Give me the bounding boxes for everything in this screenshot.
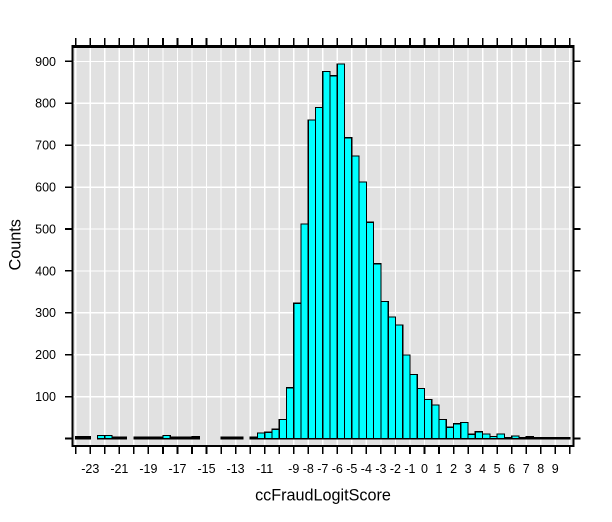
svg-text:ccFraudLogitScore: ccFraudLogitScore (255, 486, 391, 504)
svg-text:200: 200 (35, 348, 56, 362)
svg-text:-23: -23 (81, 462, 99, 476)
svg-text:400: 400 (35, 264, 56, 278)
svg-text:-2: -2 (390, 462, 401, 476)
svg-text:100: 100 (35, 390, 56, 404)
svg-text:900: 900 (35, 55, 56, 69)
svg-text:-13: -13 (227, 462, 245, 476)
svg-text:7: 7 (523, 462, 530, 476)
svg-text:-11: -11 (256, 462, 273, 476)
svg-text:300: 300 (35, 306, 56, 320)
svg-text:-1: -1 (404, 462, 415, 476)
svg-text:4: 4 (479, 462, 486, 476)
svg-text:700: 700 (35, 139, 56, 153)
svg-text:-3: -3 (375, 462, 386, 476)
svg-text:-17: -17 (168, 462, 186, 476)
svg-text:9: 9 (552, 462, 559, 476)
svg-text:2: 2 (450, 462, 457, 476)
svg-text:-8: -8 (303, 462, 314, 476)
svg-text:5: 5 (494, 462, 501, 476)
svg-text:500: 500 (35, 222, 56, 236)
svg-text:800: 800 (35, 97, 56, 111)
svg-text:0: 0 (421, 462, 428, 476)
svg-text:1: 1 (436, 462, 443, 476)
svg-text:-6: -6 (332, 462, 343, 476)
svg-text:-15: -15 (198, 462, 216, 476)
svg-text:-19: -19 (139, 462, 157, 476)
svg-text:Counts: Counts (6, 219, 24, 270)
svg-text:-7: -7 (317, 462, 328, 476)
svg-text:-21: -21 (110, 462, 128, 476)
svg-text:-9: -9 (288, 462, 299, 476)
svg-text:-4: -4 (361, 462, 372, 476)
svg-text:600: 600 (35, 181, 56, 195)
svg-text:8: 8 (537, 462, 544, 476)
svg-text:-5: -5 (346, 462, 357, 476)
svg-text:6: 6 (508, 462, 515, 476)
svg-text:3: 3 (465, 462, 472, 476)
